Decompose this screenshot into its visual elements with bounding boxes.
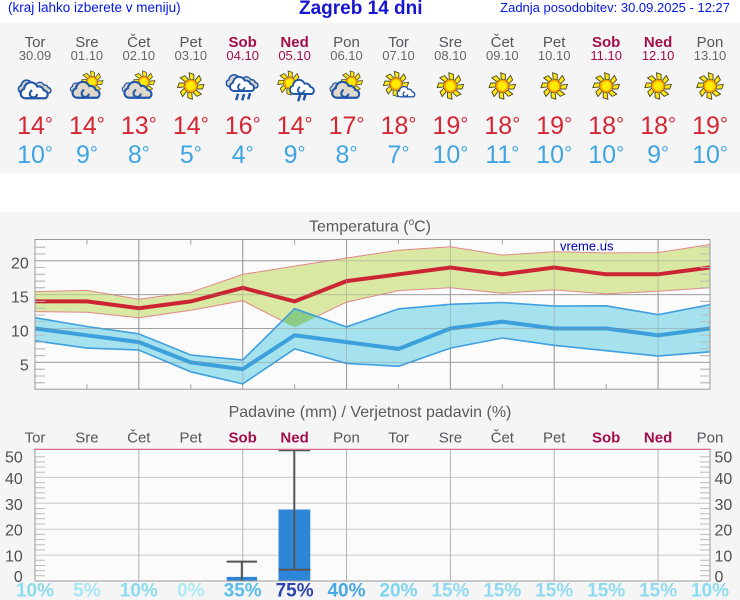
- svg-text:20: 20: [11, 256, 29, 273]
- svg-text:20: 20: [715, 523, 733, 540]
- svg-text:15%: 15%: [483, 581, 521, 600]
- svg-text:40: 40: [715, 471, 733, 488]
- svg-text:0%: 0%: [177, 581, 205, 600]
- svg-text:Tor: Tor: [388, 430, 409, 447]
- svg-text:5%: 5%: [73, 581, 101, 600]
- svg-text:10%: 10%: [691, 581, 729, 600]
- svg-text:Tor: Tor: [25, 430, 46, 447]
- svg-text:40%: 40%: [327, 581, 365, 600]
- svg-text:40: 40: [5, 471, 23, 488]
- svg-text:10%: 10%: [16, 581, 54, 600]
- svg-text:Sob: Sob: [592, 430, 620, 447]
- svg-text:0: 0: [715, 569, 724, 586]
- svg-text:20%: 20%: [379, 581, 417, 600]
- svg-text:Čet: Čet: [491, 430, 515, 447]
- svg-text:20: 20: [5, 523, 23, 540]
- svg-text:10: 10: [5, 549, 23, 566]
- svg-text:75%: 75%: [276, 581, 314, 600]
- svg-text:50: 50: [715, 449, 733, 466]
- svg-text:Ned: Ned: [280, 430, 308, 447]
- svg-text:50: 50: [5, 449, 23, 466]
- svg-text:15%: 15%: [639, 581, 677, 600]
- svg-text:10: 10: [11, 324, 29, 341]
- svg-text:Pon: Pon: [697, 430, 724, 447]
- svg-text:Sob: Sob: [229, 430, 257, 447]
- svg-text:10%: 10%: [120, 581, 158, 600]
- svg-text:15%: 15%: [587, 581, 625, 600]
- svg-text:15%: 15%: [535, 581, 573, 600]
- svg-text:Čet: Čet: [127, 430, 151, 447]
- svg-text:15%: 15%: [431, 581, 469, 600]
- svg-text:Pet: Pet: [180, 430, 203, 447]
- svg-text:Pet: Pet: [543, 430, 566, 447]
- svg-text:Ned: Ned: [644, 430, 672, 447]
- svg-text:5: 5: [20, 357, 29, 374]
- svg-text:30: 30: [5, 497, 23, 514]
- svg-text:Sre: Sre: [439, 430, 462, 447]
- svg-text:0: 0: [14, 569, 23, 586]
- svg-text:10: 10: [715, 549, 733, 566]
- svg-text:Pon: Pon: [333, 430, 360, 447]
- svg-text:30: 30: [715, 497, 733, 514]
- svg-text:Sre: Sre: [75, 430, 98, 447]
- svg-text:vreme.us: vreme.us: [560, 239, 614, 254]
- svg-text:35%: 35%: [224, 581, 262, 600]
- svg-text:15: 15: [11, 290, 29, 307]
